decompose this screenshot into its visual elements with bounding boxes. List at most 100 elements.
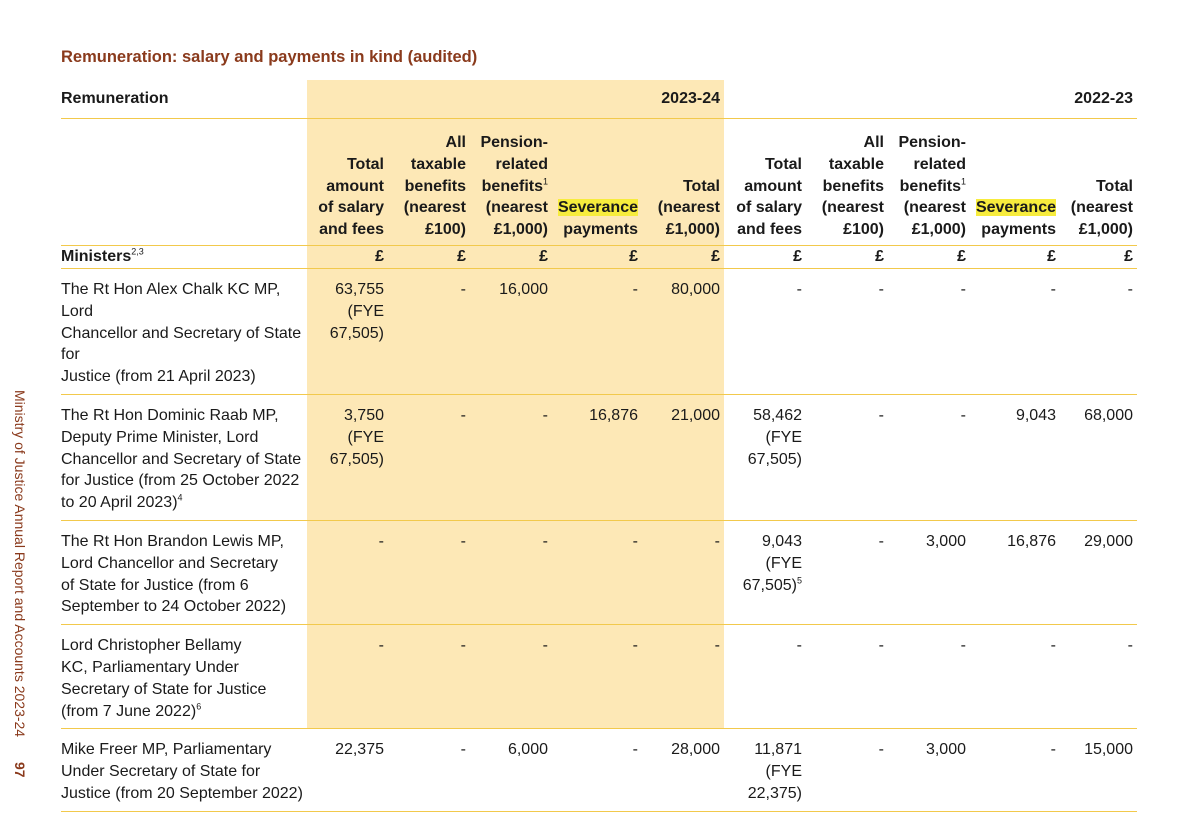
value-line: 22,375) bbox=[747, 784, 802, 802]
prior-total-cell: 15,000 bbox=[1060, 728, 1137, 812]
current-salary-cell: 63,755 (FYE 67,505) bbox=[307, 268, 388, 395]
header-line: related bbox=[495, 155, 548, 173]
header-line: payments bbox=[563, 221, 638, 239]
value-line: 58,462 bbox=[753, 406, 802, 424]
ministers-label: Ministers2,3 bbox=[61, 245, 307, 269]
prior-salary-header: Total amount of salary and fees bbox=[724, 118, 806, 246]
prior-severance-cell: 16,876 bbox=[970, 520, 1060, 626]
header-line: taxable bbox=[828, 155, 884, 173]
current-benefits-cell: - bbox=[388, 520, 470, 626]
prior-salary-cell: 11,871 (FYE 22,375) bbox=[724, 728, 806, 812]
name-line: for Justice (from 25 October 2022 bbox=[61, 472, 300, 490]
prior-benefits-header: All taxable benefits (nearest £100) bbox=[806, 118, 888, 246]
prior-total-cell: - bbox=[1060, 624, 1137, 730]
minister-name: Mike Freer MP, Parliamentary Under Secret… bbox=[61, 728, 307, 812]
current-total-cell: 28,000 bbox=[642, 728, 724, 812]
current-severance-cell: - bbox=[552, 520, 642, 626]
name-line: KC, Parliamentary Under bbox=[61, 658, 239, 676]
prior-severance-cell: - bbox=[970, 268, 1060, 395]
header-line: (nearest bbox=[903, 199, 966, 217]
header-line: related bbox=[913, 155, 966, 173]
current-benefits-cell: - bbox=[388, 624, 470, 730]
footnote-marker: 2,3 bbox=[131, 246, 144, 257]
prior-pension-cell: - bbox=[888, 394, 970, 521]
value-line: 67,505) bbox=[329, 324, 384, 342]
footnote-marker: 1 bbox=[960, 176, 966, 187]
current-pension-cell: - bbox=[470, 520, 552, 626]
section-title: Remuneration: salary and payments in kin… bbox=[61, 48, 478, 66]
currency-unit: £ bbox=[970, 245, 1060, 269]
prior-total-cell: - bbox=[1060, 268, 1137, 395]
prior-severance-cell: - bbox=[970, 624, 1060, 730]
value-line: (FYE bbox=[765, 428, 802, 446]
currency-unit: £ bbox=[552, 245, 642, 269]
header-line: Total bbox=[1095, 177, 1133, 195]
current-pension-cell: - bbox=[470, 394, 552, 521]
value-line: 3,750 bbox=[343, 406, 384, 424]
name-line: Under Secretary of State for bbox=[61, 763, 261, 781]
year-prior: 2022-23 bbox=[724, 80, 1137, 119]
header-line: Total bbox=[346, 155, 384, 173]
header-line: (nearest bbox=[403, 199, 466, 217]
sidebar: Ministry of Justice Annual Report and Ac… bbox=[0, 390, 40, 737]
header-line: Pension- bbox=[480, 134, 548, 152]
header-line: of salary bbox=[736, 199, 802, 217]
header-line: £100) bbox=[843, 221, 884, 239]
severance-highlight: Severance bbox=[557, 199, 638, 217]
header-line: (nearest bbox=[821, 199, 884, 217]
prior-benefits-cell: - bbox=[806, 268, 888, 395]
current-severance-header: Severance payments bbox=[552, 118, 642, 246]
currency-unit: £ bbox=[470, 245, 552, 269]
header-line: taxable bbox=[410, 155, 466, 173]
prior-salary-cell: 9,043 (FYE 67,505)5 bbox=[724, 520, 806, 626]
header-line: benefits1 bbox=[481, 176, 548, 195]
prior-pension-cell: 3,000 bbox=[888, 520, 970, 626]
column-header-row: Total amount of salary and fees All taxable be… bbox=[61, 118, 1137, 246]
value-line: - bbox=[378, 532, 384, 550]
table-row: Lord Christopher Bellamy KC, Parliamentar… bbox=[61, 624, 1137, 730]
currency-unit: £ bbox=[307, 245, 388, 269]
header-line: £100) bbox=[425, 221, 466, 239]
header-line: (nearest bbox=[1070, 199, 1133, 217]
minister-name: Lord Christopher Bellamy KC, Parliamentar… bbox=[61, 624, 307, 730]
header-line: benefits bbox=[404, 177, 466, 195]
header-line: of salary bbox=[318, 199, 384, 217]
current-pension-header: Pension-related benefits1 (nearest £1,000) bbox=[470, 118, 552, 246]
year-current: 2023-24 bbox=[307, 80, 724, 119]
name-line: Deputy Prime Minister, Lord bbox=[61, 428, 259, 446]
table-row: The Rt Hon Dominic Raab MP, Deputy Prime … bbox=[61, 394, 1137, 521]
header-line: Total bbox=[764, 155, 802, 173]
header-line: £1,000) bbox=[665, 221, 720, 239]
prior-pension-cell: - bbox=[888, 268, 970, 395]
minister-name: The Rt Hon Dominic Raab MP, Deputy Prime … bbox=[61, 394, 307, 521]
current-total-cell: - bbox=[642, 624, 724, 730]
header-line: Pension- bbox=[898, 134, 966, 152]
current-severance-cell: - bbox=[552, 728, 642, 812]
name-line: of State for Justice (from 6 bbox=[61, 576, 249, 594]
header-line: (nearest bbox=[657, 199, 720, 217]
prior-benefits-cell: - bbox=[806, 624, 888, 730]
prior-pension-cell: - bbox=[888, 624, 970, 730]
prior-severance-cell: 9,043 bbox=[970, 394, 1060, 521]
currency-unit: £ bbox=[642, 245, 724, 269]
name-line: Lord Chancellor and Secretary bbox=[61, 554, 279, 572]
current-pension-cell: 16,000 bbox=[470, 268, 552, 395]
value-line: - bbox=[796, 637, 802, 655]
prior-salary-cell: - bbox=[724, 624, 806, 730]
prior-benefits-cell: - bbox=[806, 394, 888, 521]
header-line: and fees bbox=[319, 221, 384, 239]
footnote-marker: 4 bbox=[177, 492, 183, 503]
minister-name: The Rt Hon Alex Chalk KC MP, Lord Chancel… bbox=[61, 268, 307, 395]
prior-pension-header: Pension-related benefits1 (nearest £1,000) bbox=[888, 118, 970, 246]
units-row: Ministers2,3 £ £ £ £ £ £ £ £ £ £ bbox=[61, 245, 1137, 269]
current-pension-cell: - bbox=[470, 624, 552, 730]
value-line: 63,755 bbox=[335, 281, 384, 298]
name-line: Justice (from 21 April 2023) bbox=[61, 368, 256, 386]
current-benefits-cell: - bbox=[388, 268, 470, 395]
table-row: Mike Freer MP, Parliamentary Under Secret… bbox=[61, 728, 1137, 812]
page-number: 97 bbox=[12, 762, 28, 778]
header-line: benefits1 bbox=[899, 176, 966, 195]
footnote-marker: 1 bbox=[542, 176, 548, 187]
value-line: - bbox=[378, 637, 384, 655]
year-header-row: Remuneration 2023-24 2022-23 bbox=[61, 80, 1137, 119]
